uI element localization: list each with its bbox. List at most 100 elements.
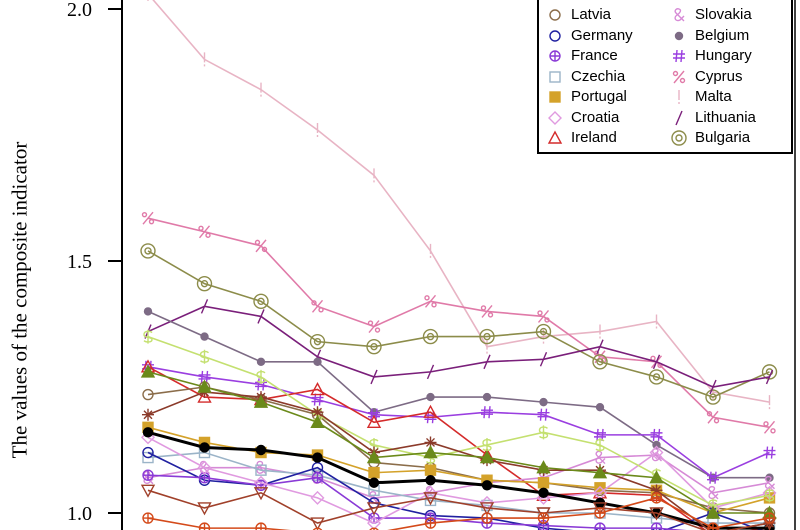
data-point-lithuania (652, 354, 661, 370)
data-point-latvia (142, 388, 154, 401)
legend-marker-shape (671, 130, 687, 146)
data-point-series-17 (366, 502, 382, 516)
data-point-bulgaria (196, 275, 213, 292)
legend-item-lithuania: Lithuania (671, 108, 756, 128)
data-point-bulgaria (648, 369, 665, 385)
series-line-series-16 (147, 391, 770, 530)
data-point-series-18 (536, 460, 551, 474)
data-point-hungary (368, 408, 380, 421)
data-point-bulgaria (761, 364, 778, 380)
data-point-series-18 (649, 470, 664, 484)
data-point-bulgaria (592, 354, 608, 370)
data-point-series-19 (255, 522, 267, 530)
data-point-series-19 (424, 517, 437, 529)
data-point-series-14 (538, 425, 549, 440)
data-point-series-15 (255, 444, 267, 456)
legend-marker-icon (547, 130, 563, 144)
data-point-cyprus (254, 239, 268, 253)
data-point-portugal (537, 477, 550, 489)
series-line-latvia (147, 386, 770, 514)
legend-marker-shape (674, 8, 685, 22)
data-point-series-18 (140, 364, 156, 378)
legend-marker-shape (549, 9, 561, 21)
data-point-lithuania (483, 354, 491, 370)
data-point-series-14 (199, 349, 210, 364)
legend-label: Bulgaria (695, 129, 751, 146)
data-point-france (594, 522, 606, 530)
data-point-series-19 (142, 512, 154, 524)
data-point-hungary (537, 408, 550, 421)
data-point-hungary (594, 428, 606, 441)
series-line-bulgaria (147, 250, 770, 398)
data-point-series-14 (595, 437, 605, 452)
data-point-czechia (424, 494, 437, 507)
data-point-croatia (254, 475, 268, 490)
data-point-germany (142, 446, 154, 459)
data-point-series-17 (649, 507, 664, 521)
legend-marker-icon (674, 8, 685, 22)
legend-label: Belgium (695, 26, 750, 44)
legend-item-france: France (547, 46, 618, 66)
legend-marker-shape (549, 70, 561, 83)
data-point-series-14 (256, 369, 266, 384)
legend-marker-shape (549, 29, 561, 42)
data-point-hungary (707, 471, 719, 484)
y-tick-label: 1.5 (67, 251, 92, 273)
series-line-series-14 (147, 335, 770, 507)
data-point-series-18 (366, 450, 382, 464)
data-point-cyprus (367, 320, 381, 333)
legend-label: Croatia (571, 108, 620, 126)
data-point-belgium (143, 307, 153, 316)
data-point-lithuania (200, 299, 209, 314)
legend-label: France (571, 47, 618, 64)
data-point-series-18 (705, 505, 721, 519)
series-line-series-17 (147, 489, 770, 530)
legend-marker-icon (678, 90, 680, 104)
data-point-cyprus (141, 211, 155, 225)
legend-label: Hungary (695, 47, 752, 64)
data-point-hungary (481, 406, 493, 419)
legend-label: Germany (571, 26, 633, 44)
legend-marker-icon (675, 110, 683, 125)
data-point-croatia (649, 445, 664, 460)
data-point-series-14 (764, 488, 775, 503)
legend-item-croatia: Croatia (547, 108, 619, 128)
data-point-series-18 (592, 465, 608, 479)
series-line-series-18 (147, 371, 770, 514)
data-point-bulgaria (535, 323, 552, 340)
data-point-series-15 (425, 475, 436, 486)
data-point-france (142, 469, 154, 481)
data-point-series-19 (198, 522, 211, 530)
data-point-cyprus (537, 309, 550, 323)
legend-marker-shape (674, 31, 684, 40)
data-point-series-15 (368, 477, 380, 488)
data-point-slovakia (708, 485, 719, 500)
data-point-lithuania (765, 369, 774, 385)
legend-item-hungary: Hungary (671, 46, 752, 66)
legend-item-germany: Germany (547, 26, 633, 46)
legend-item-belgium: Belgium (671, 26, 749, 46)
data-point-belgium (200, 332, 209, 341)
data-point-series-19 (763, 512, 776, 524)
legend-marker-icon (672, 70, 686, 83)
data-point-czechia (255, 464, 267, 476)
legend-item-slovakia: Slovakia (671, 5, 752, 25)
data-point-series-18 (197, 379, 212, 393)
data-point-slovakia (312, 470, 323, 485)
legend-item-czechia: Czechia (547, 67, 625, 87)
series-line-belgium (147, 310, 770, 479)
legend-marker-shape (549, 50, 561, 62)
data-point-series-18 (479, 450, 495, 464)
data-point-series-17 (479, 502, 495, 516)
data-point-cyprus (706, 410, 720, 424)
data-point-lithuania (257, 309, 265, 324)
y-axis-label: The values of the composite indicator (7, 141, 32, 459)
legend-marker-shape (672, 70, 686, 83)
data-point-belgium (313, 357, 322, 366)
data-point-cyprus (480, 304, 494, 318)
data-point-series-15 (312, 452, 323, 463)
data-point-series-16 (311, 406, 324, 419)
legend-marker-icon (673, 49, 685, 63)
legend-item-cyprus: Cyprus (671, 67, 743, 87)
legend-label: Czechia (571, 67, 626, 85)
